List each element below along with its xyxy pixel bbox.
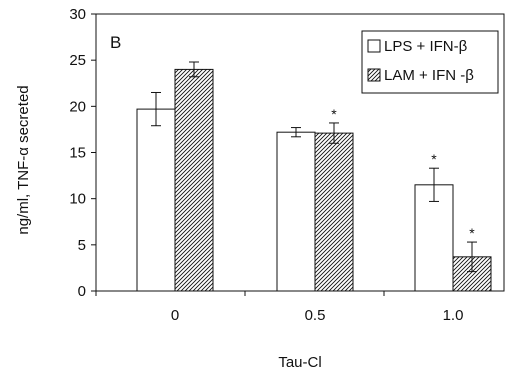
y-tick-label: 30 [69, 6, 86, 23]
significance-star: * [331, 106, 337, 122]
bar-lam-1 [314, 132, 354, 292]
bar-series-group: * * * [136, 61, 492, 292]
y-axis: 0 5 10 15 20 25 30 [69, 6, 96, 300]
y-tick-label: 0 [78, 283, 86, 300]
significance-star: * [469, 225, 475, 241]
y-tick-label: 5 [78, 237, 86, 254]
x-tick-label: 1.0 [443, 307, 464, 324]
legend-label-lam: LAM + IFN -β [384, 67, 474, 84]
legend: LPS + IFN-β LAM + IFN -β [361, 30, 499, 94]
y-tick-label: 20 [69, 98, 86, 115]
bar-lps-0 [136, 108, 176, 292]
x-axis-title: Tau-Cl [278, 354, 321, 371]
y-tick-label: 10 [69, 191, 86, 208]
x-tick-label: 0 [171, 307, 179, 324]
legend-box [361, 30, 499, 94]
bar-lam-2 [452, 256, 492, 292]
legend-swatch-hatched [367, 68, 381, 82]
legend-swatch-open [367, 39, 381, 53]
bar-lps-1 [276, 131, 316, 292]
y-axis-title: ng/ml, TNF-α secreted [15, 85, 32, 234]
x-tick-label: 0.5 [305, 307, 326, 324]
y-tick-label: 25 [69, 52, 86, 69]
significance-star: * [431, 151, 437, 167]
y-tick-label: 15 [69, 145, 86, 162]
legend-label-lps: LPS + IFN-β [384, 38, 468, 55]
x-axis: 0 0.5 1.0 [95, 291, 464, 324]
panel-label: B [110, 33, 121, 52]
bar-lps-2 [414, 184, 454, 292]
bar-lam-0 [174, 68, 214, 292]
